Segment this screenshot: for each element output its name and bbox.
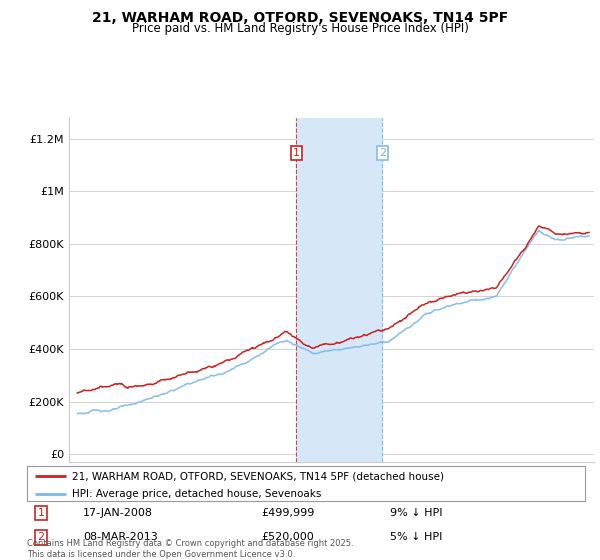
Text: 1: 1 bbox=[37, 508, 44, 518]
Text: £520,000: £520,000 bbox=[262, 533, 314, 542]
Text: 2: 2 bbox=[37, 533, 44, 542]
Text: 9% ↓ HPI: 9% ↓ HPI bbox=[390, 508, 442, 518]
Text: 08-MAR-2013: 08-MAR-2013 bbox=[83, 533, 158, 542]
Text: £499,999: £499,999 bbox=[262, 508, 315, 518]
Text: 2: 2 bbox=[379, 148, 386, 158]
Text: 17-JAN-2008: 17-JAN-2008 bbox=[83, 508, 153, 518]
Text: 21, WARHAM ROAD, OTFORD, SEVENOAKS, TN14 5PF (detached house): 21, WARHAM ROAD, OTFORD, SEVENOAKS, TN14… bbox=[71, 471, 443, 481]
Text: 21, WARHAM ROAD, OTFORD, SEVENOAKS, TN14 5PF: 21, WARHAM ROAD, OTFORD, SEVENOAKS, TN14… bbox=[92, 11, 508, 25]
FancyBboxPatch shape bbox=[27, 466, 585, 501]
Bar bbox=[296, 118, 382, 462]
Text: Contains HM Land Registry data © Crown copyright and database right 2025.
This d: Contains HM Land Registry data © Crown c… bbox=[27, 539, 353, 559]
Text: 5% ↓ HPI: 5% ↓ HPI bbox=[390, 533, 442, 542]
Text: 1: 1 bbox=[293, 148, 299, 158]
Text: HPI: Average price, detached house, Sevenoaks: HPI: Average price, detached house, Seve… bbox=[71, 488, 321, 498]
Text: Price paid vs. HM Land Registry's House Price Index (HPI): Price paid vs. HM Land Registry's House … bbox=[131, 22, 469, 35]
